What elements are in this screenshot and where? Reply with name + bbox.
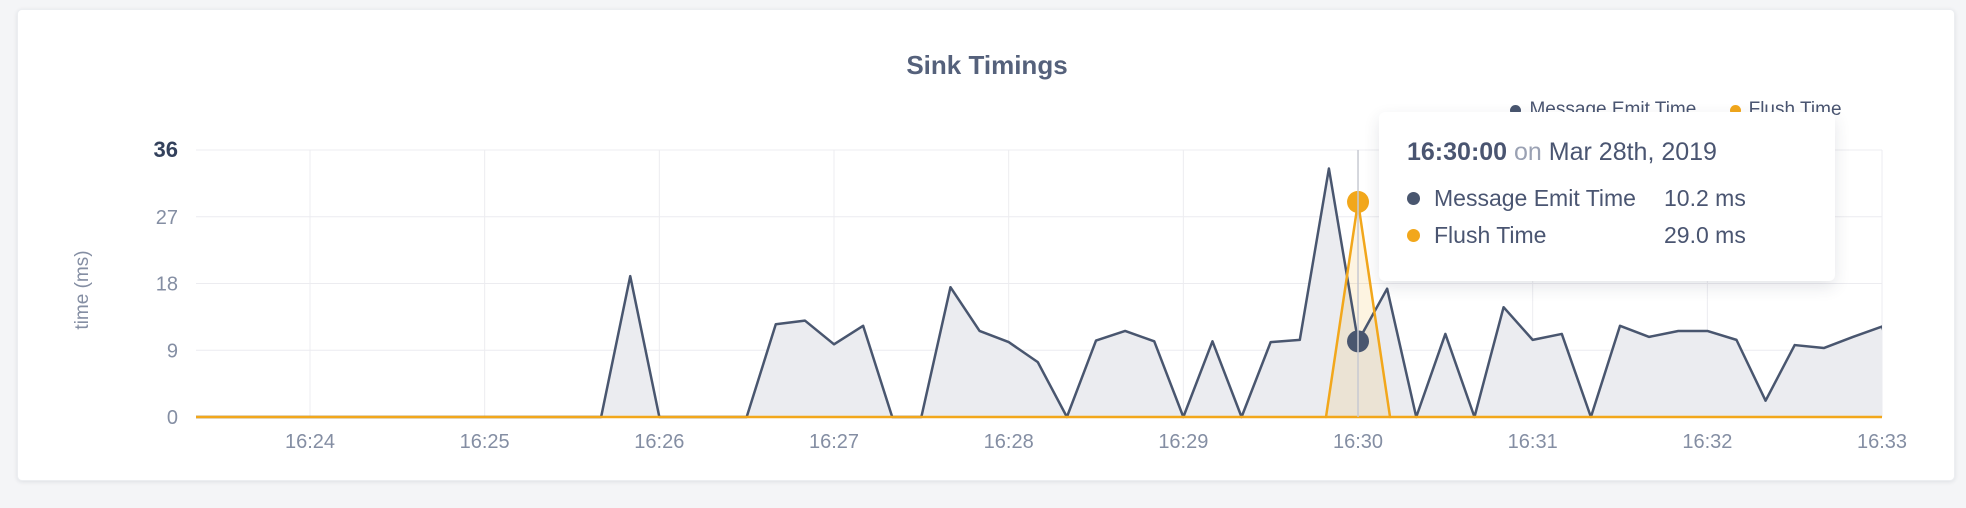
svg-text:16:33: 16:33: [1857, 431, 1907, 453]
svg-text:16:26: 16:26: [634, 431, 684, 453]
svg-text:9: 9: [167, 340, 178, 362]
svg-text:16:29: 16:29: [1158, 431, 1208, 453]
svg-text:16:32: 16:32: [1682, 431, 1732, 453]
svg-text:36: 36: [154, 137, 178, 162]
svg-text:27: 27: [156, 207, 178, 229]
svg-text:16:24: 16:24: [285, 431, 335, 453]
svg-text:16:31: 16:31: [1508, 431, 1558, 453]
svg-text:16:27: 16:27: [809, 431, 859, 453]
svg-text:16:28: 16:28: [984, 431, 1034, 453]
svg-text:18: 18: [156, 274, 178, 296]
svg-text:16:30: 16:30: [1333, 431, 1383, 453]
svg-text:time (ms): time (ms): [72, 250, 93, 329]
svg-text:16:25: 16:25: [460, 431, 510, 453]
svg-text:0: 0: [167, 407, 178, 429]
